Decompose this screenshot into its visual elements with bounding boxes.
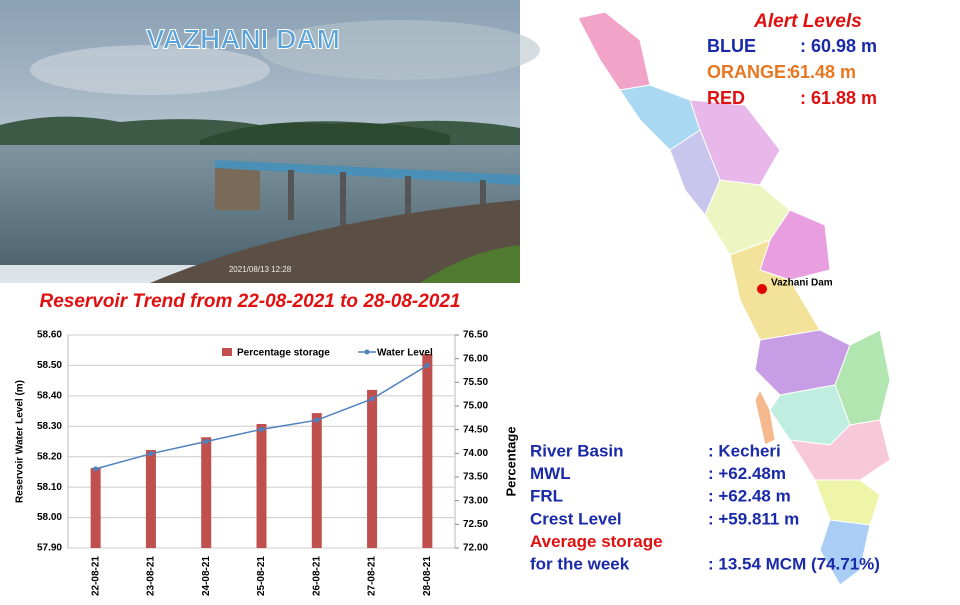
y-tick-label: 58.20	[37, 451, 62, 462]
bar	[90, 468, 101, 548]
kerala-map: Vazhani Dam	[577, 11, 891, 586]
legend-swatch	[222, 348, 232, 356]
x-tick-label: 27-08-21	[367, 556, 378, 596]
bar	[256, 423, 267, 548]
bar	[367, 389, 378, 548]
info-label: River Basin	[530, 441, 624, 460]
line-point	[148, 451, 154, 457]
chart: 57.90 58.00 58.10 58.20 58.30 58.40 58.50 58.60…	[15, 330, 519, 596]
y-tick-label: 58.40	[37, 390, 62, 401]
y-axis-label: Reservoir Water Level (m)	[15, 380, 26, 503]
line-point	[369, 396, 375, 402]
line-point	[314, 417, 320, 423]
alert-levels: BLUE : 60.98 m ORANGE:61.48 m RED : 61.88 m	[707, 36, 877, 108]
trend-title: Reservoir Trend from 22-08-2021 to 28-08…	[39, 291, 460, 312]
x-tick-label: 24-08-21	[201, 556, 212, 596]
bar	[422, 353, 433, 548]
line-point	[259, 426, 264, 432]
info-label: Crest Level	[530, 509, 622, 528]
y-tick-label: 58.60	[37, 330, 62, 341]
info-value: : +62.48 m	[708, 487, 791, 506]
info-label: FRL	[530, 487, 563, 506]
y-tick-label: 58.10	[37, 482, 62, 493]
info-label: MWL	[530, 464, 571, 483]
y2-tick-label: 73.00	[463, 495, 488, 506]
legend-label: Water Level	[377, 348, 433, 359]
info-block: River Basin : Kecheri MWL : +62.48m FRL : +62…	[530, 441, 880, 573]
alert-name: BLUE	[707, 36, 756, 56]
alert-title: Alert Levels	[753, 11, 862, 32]
y2-tick-label: 72.50	[463, 519, 488, 530]
bar	[145, 450, 156, 548]
y2-tick-label: 76.50	[463, 330, 488, 341]
legend-label: Percentage storage	[237, 348, 330, 359]
y-tick-label: 57.90	[37, 543, 62, 554]
x-tick-label: 25-08-21	[256, 556, 267, 596]
x-tick-label: 26-08-21	[311, 556, 322, 596]
info-value: : +59.811 m	[708, 509, 799, 528]
photo-title: VAZHANI DAM	[146, 23, 340, 54]
alert-value: : 61.88 m	[800, 88, 877, 108]
info-label: Average storage	[530, 532, 663, 551]
x-tick-label: 22-08-21	[90, 556, 101, 596]
info-value: : +62.48m	[708, 464, 786, 483]
info-value: : 13.54 MCM (74.71%)	[708, 554, 880, 573]
y2-axis-label: Percentage	[503, 426, 518, 496]
info-value: : Kecheri	[708, 441, 781, 460]
bar	[201, 437, 212, 548]
x-tick-label: 28-08-21	[422, 556, 433, 596]
y2-tick-label: 74.50	[463, 424, 488, 435]
line-point	[203, 439, 209, 444]
map-marker-label: Vazhani Dam	[771, 278, 833, 289]
alert-name: ORANGE:	[707, 62, 792, 82]
alert-name: RED	[707, 88, 745, 108]
alert-value: 61.48 m	[790, 62, 856, 82]
legend-swatch	[364, 349, 370, 355]
line-point	[93, 466, 99, 472]
photo-timestamp: 2021/08/13 12:28	[229, 265, 292, 274]
y2-tick-label: 75.00	[463, 401, 488, 412]
line-point	[424, 362, 430, 368]
x-tick-label: 23-08-21	[146, 556, 157, 596]
y2-tick-label: 76.00	[463, 353, 488, 364]
y2-tick-label: 75.50	[463, 377, 488, 388]
y2-tick-label: 74.00	[463, 448, 488, 459]
y2-tick-label: 72.00	[463, 543, 488, 554]
y-tick-label: 58.50	[37, 360, 62, 371]
info-label: for the week	[530, 554, 630, 573]
y-tick-label: 58.00	[37, 512, 62, 523]
dam-photo: VAZHANI DAM 2021/08/13 12:28	[0, 0, 540, 283]
alert-value: : 60.98 m	[800, 36, 877, 56]
y-tick-label: 58.30	[37, 421, 62, 432]
bar	[311, 413, 322, 548]
y2-tick-label: 73.50	[463, 472, 488, 483]
